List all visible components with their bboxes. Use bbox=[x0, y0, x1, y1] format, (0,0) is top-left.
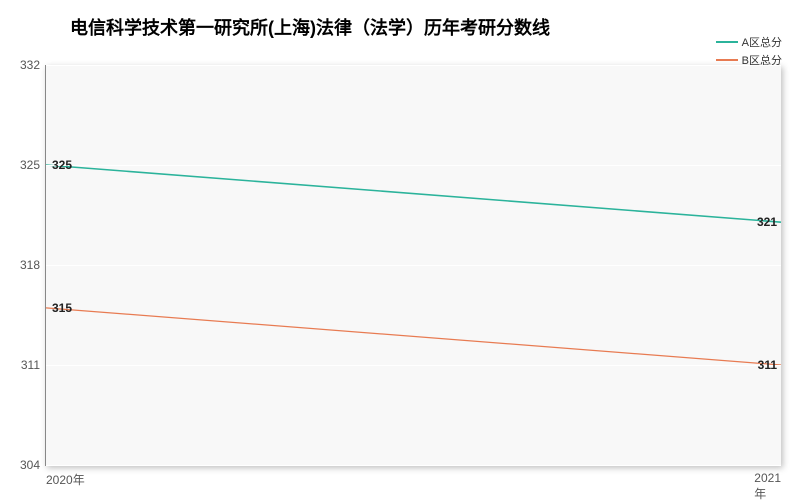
legend-swatch-a bbox=[716, 41, 738, 43]
legend-label-a: A区总分 bbox=[742, 34, 782, 50]
gridline bbox=[46, 165, 781, 166]
y-tick-label: 318 bbox=[20, 258, 40, 272]
plot-area: 3043113183253322020年2021年325321315311 bbox=[45, 65, 781, 466]
data-label: 321 bbox=[757, 215, 777, 229]
legend-swatch-b bbox=[716, 59, 738, 61]
gridline bbox=[46, 365, 781, 366]
x-tick-label: 2021年 bbox=[754, 471, 781, 502]
gridline bbox=[46, 465, 781, 466]
chart-title: 电信科学技术第一研究所(上海)法律（法学）历年考研分数线 bbox=[70, 14, 550, 40]
y-tick-label: 304 bbox=[20, 458, 40, 472]
gridline bbox=[46, 265, 781, 266]
y-tick-label: 311 bbox=[21, 358, 40, 372]
x-tick-label: 2020年 bbox=[46, 471, 85, 488]
y-tick-label: 332 bbox=[20, 58, 40, 72]
chart-container: 电信科学技术第一研究所(上海)法律（法学）历年考研分数线 A区总分 B区总分 3… bbox=[0, 0, 800, 500]
series-line bbox=[46, 308, 781, 365]
data-label: 325 bbox=[52, 158, 72, 172]
data-label: 311 bbox=[758, 358, 777, 372]
series-line bbox=[46, 165, 781, 222]
y-tick-label: 325 bbox=[20, 158, 40, 172]
legend-item-a: A区总分 bbox=[716, 34, 782, 50]
gridline bbox=[46, 65, 781, 66]
data-label: 315 bbox=[52, 301, 72, 315]
